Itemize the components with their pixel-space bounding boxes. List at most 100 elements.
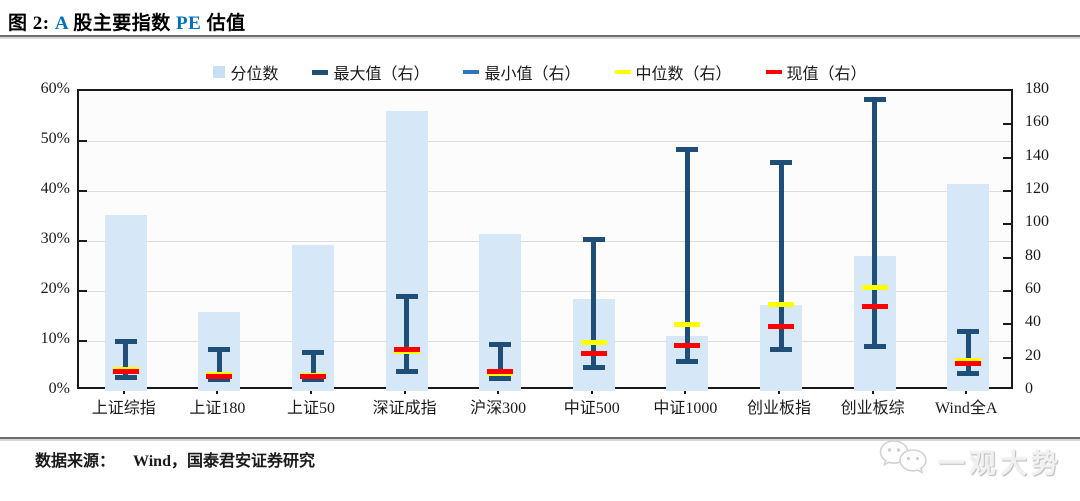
whisker-min-cap	[489, 376, 512, 381]
whisker-min-cap	[395, 368, 418, 374]
title-part: 估值	[201, 13, 246, 34]
whisker-line	[684, 149, 690, 362]
whisker-min-cap	[770, 346, 792, 352]
current-strip	[112, 369, 139, 375]
legend-square-icon	[213, 66, 226, 78]
whisker-min-cap	[676, 359, 699, 365]
legend-label: 最大值（右）	[333, 66, 430, 83]
right-axis-tick	[1003, 223, 1011, 226]
x-axis-label: 中证500	[563, 400, 620, 417]
current-strip	[580, 351, 607, 356]
whisker-min-cap	[863, 343, 886, 349]
right-axis-tick	[1003, 190, 1011, 192]
chart-legend: 分位数 最大值（右） 最小值（右） 中位数（右） 现值（右）	[0, 60, 1080, 84]
legend-dash-icon	[463, 70, 480, 74]
left-axis-label: 60%	[40, 80, 70, 97]
title-part: PE	[176, 13, 202, 34]
whisker-line	[123, 341, 129, 378]
whisker-min-cap	[114, 375, 137, 381]
right-axis-tick	[1003, 256, 1011, 259]
right-axis-label: 140	[1025, 146, 1049, 164]
right-axis-label: 100	[1025, 213, 1049, 231]
left-axis-label: 0%	[48, 380, 70, 397]
left-axis-label: 20%	[40, 280, 70, 297]
whisker-max-cap	[395, 293, 418, 299]
legend-label: 分位数	[230, 66, 279, 83]
current-strip	[206, 374, 233, 380]
gridline	[79, 190, 1011, 192]
title-part: 股主要指数	[68, 13, 177, 34]
x-axis-label: Wind全A	[934, 400, 998, 417]
right-axis-label: 0	[1025, 380, 1033, 397]
title-divider	[0, 35, 1080, 37]
current-strip	[674, 342, 701, 348]
whisker-max-cap	[208, 346, 231, 352]
median-strip	[861, 285, 888, 291]
gridline	[79, 340, 1011, 342]
right-axis-tick	[1003, 290, 1011, 292]
whisker-max-cap	[957, 328, 980, 334]
x-axis-label: 创业板综	[840, 400, 905, 417]
gridline	[79, 240, 1011, 242]
x-axis-tick	[216, 388, 219, 394]
x-axis-label: 深证成指	[372, 400, 437, 417]
left-axis-tick	[79, 190, 87, 192]
plot-area	[77, 89, 1013, 391]
data-source-text: Wind，国泰君安证券研究	[133, 453, 315, 470]
median-strip	[768, 301, 794, 307]
legend-dash-icon	[312, 69, 329, 75]
watermark: 一观大势	[878, 438, 1062, 485]
legend-dash-icon	[614, 70, 631, 74]
whisker-max-cap	[770, 160, 792, 166]
gridline	[79, 140, 1011, 142]
right-axis-label: 80	[1025, 246, 1041, 264]
x-axis-tick	[497, 388, 500, 394]
median-strip	[580, 340, 607, 346]
x-axis-tick	[122, 388, 125, 394]
left-axis-tick	[79, 290, 87, 292]
x-axis-label: 沪深300	[470, 400, 527, 417]
legend-item: 最小值（右）	[463, 60, 581, 84]
gridline	[79, 290, 1011, 292]
legend-label: 最小值（右）	[484, 66, 581, 83]
x-axis-tick	[310, 388, 312, 394]
median-strip	[487, 371, 514, 376]
x-axis-tick	[590, 388, 593, 394]
median-strip	[955, 357, 982, 363]
right-axis-label: 20	[1025, 346, 1041, 364]
x-axis-tick	[871, 388, 874, 394]
right-axis-label: 160	[1025, 113, 1049, 131]
whisker-line	[591, 239, 597, 368]
left-axis-tick	[79, 240, 87, 242]
left-axis-label: 40%	[40, 180, 70, 197]
watermark-text: 一观大势	[938, 449, 1062, 479]
current-strip	[768, 324, 794, 330]
title-part: A	[54, 13, 69, 34]
right-axis-label: 120	[1025, 180, 1049, 197]
legend-label: 现值（右）	[786, 66, 867, 83]
whisker-line	[497, 344, 503, 379]
whisker-line	[965, 331, 971, 374]
whisker-line	[310, 352, 316, 380]
left-axis-tick	[79, 340, 87, 342]
right-axis-tick	[1003, 123, 1011, 126]
x-axis-label: 上证50	[286, 400, 335, 417]
chat-bubbles-icon	[878, 438, 930, 485]
whisker-line	[404, 296, 410, 371]
whisker-max-cap	[863, 96, 886, 102]
whisker-line	[872, 99, 878, 346]
legend-item: 分位数	[213, 60, 278, 84]
right-axis-label: 60	[1025, 280, 1041, 297]
legend-item: 最大值（右）	[312, 60, 429, 84]
left-axis-tick	[79, 140, 87, 142]
left-axis-label: 50%	[40, 130, 70, 147]
median-strip	[674, 321, 701, 327]
whisker-line	[216, 349, 222, 380]
current-strip	[487, 368, 514, 374]
right-axis-label: 180	[1025, 80, 1049, 97]
whisker-max-cap	[489, 341, 512, 347]
right-axis-tick	[1003, 323, 1011, 326]
current-strip	[300, 374, 326, 380]
legend-label: 中位数（右）	[635, 66, 732, 83]
